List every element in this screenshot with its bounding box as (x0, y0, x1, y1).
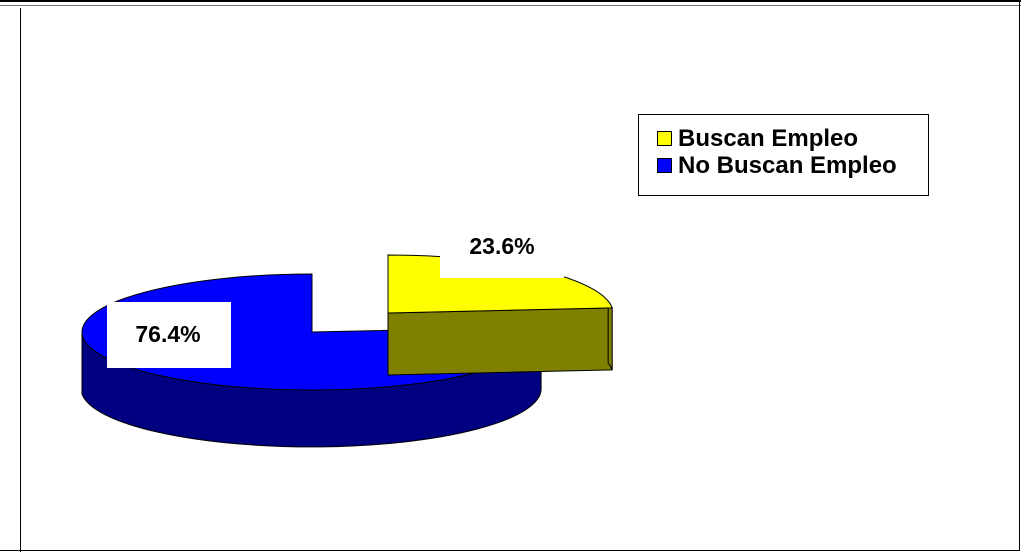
data-label-buscan: 23.6% (469, 233, 534, 259)
legend-swatch-buscan (657, 131, 672, 146)
legend-swatch-no-buscan (657, 158, 672, 173)
chart-top-border (0, 0, 1021, 6)
chart-left-border (20, 8, 21, 552)
legend-entry-buscan: Buscan Empleo (657, 125, 928, 152)
data-label-no-buscan: 76.4% (135, 321, 200, 347)
chart-legend: Buscan Empleo No Buscan Empleo (638, 114, 929, 196)
data-label-bg-no-buscan (107, 302, 231, 368)
data-label-bg-buscan (440, 222, 564, 278)
legend-label-buscan: Buscan Empleo (678, 124, 859, 152)
legend-label-no-buscan: No Buscan Empleo (678, 151, 897, 179)
pie-slice-buscan-side-front (387, 307, 613, 376)
pie-slice-buscan-side-arc (607, 299, 613, 371)
legend-entry-no-buscan: No Buscan Empleo (657, 152, 928, 179)
